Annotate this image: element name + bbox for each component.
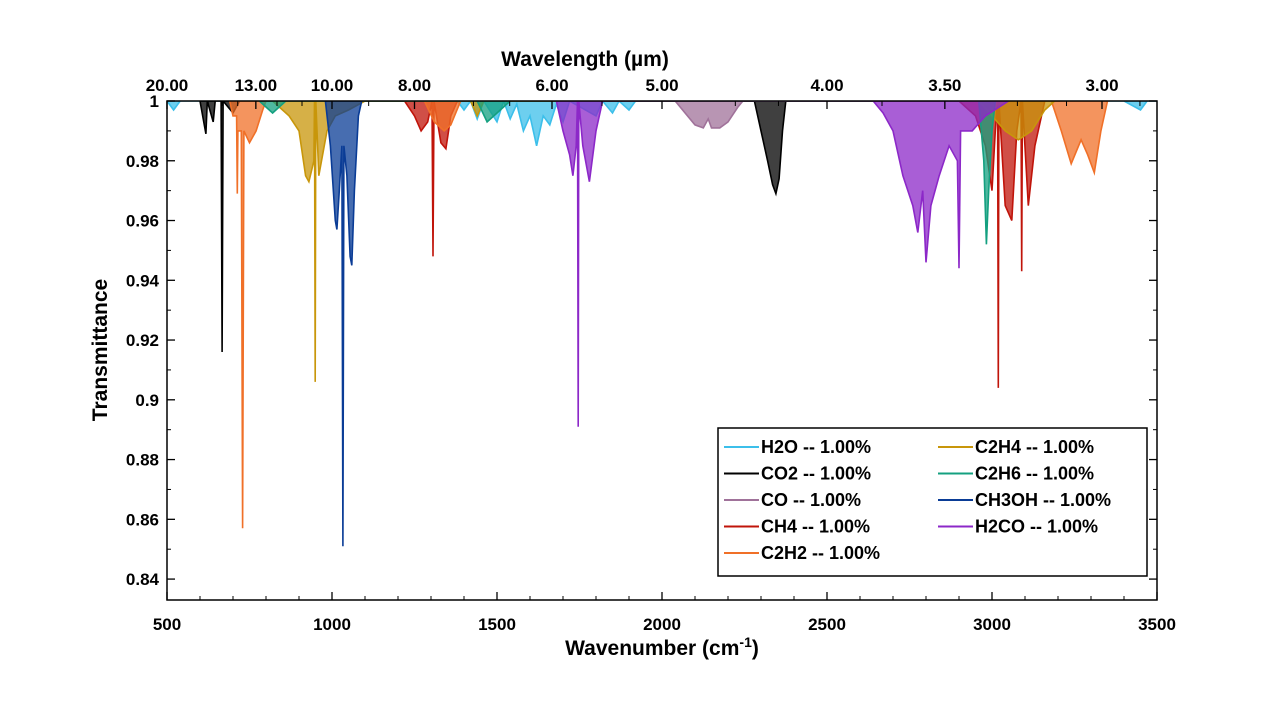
y-tick-label: 0.94 <box>126 271 160 290</box>
x-tick-label: 1000 <box>313 615 351 634</box>
top-tick-label: 3.00 <box>1085 76 1118 95</box>
series-0-spectrum <box>167 101 1157 146</box>
legend-label: CO2 -- 1.00% <box>761 464 871 484</box>
x-axis-title: Wavenumber (cm-1) <box>565 634 759 660</box>
series-1-spectrum <box>199 101 791 353</box>
y-tick-label: 0.88 <box>126 451 159 470</box>
series-4-spectrum <box>228 101 1109 529</box>
x-tick-label: 1500 <box>478 615 516 634</box>
legend-label: CH4 -- 1.00% <box>761 517 870 537</box>
legend-label: H2O -- 1.00% <box>761 437 871 457</box>
legend-label: C2H6 -- 1.00% <box>975 464 1094 484</box>
top-axis-title: Wavelength (µm) <box>501 48 669 71</box>
series-7-spectrum <box>324 101 363 547</box>
x-tick-label: 3500 <box>1138 615 1176 634</box>
legend-label: CH3OH -- 1.00% <box>975 490 1111 510</box>
y-tick-label: 0.84 <box>126 570 160 589</box>
y-axis-title: Transmittance <box>89 279 112 421</box>
top-tick-label: 4.00 <box>810 76 843 95</box>
top-tick-label: 20.00 <box>146 76 189 95</box>
x-tick-label: 500 <box>153 615 181 634</box>
y-tick-label: 0.92 <box>126 331 159 350</box>
y-tick-label: 0.9 <box>135 391 159 410</box>
y-tick-label: 1 <box>150 92 159 111</box>
legend-label: C2H4 -- 1.00% <box>975 437 1094 457</box>
series-2-spectrum <box>674 101 744 129</box>
series-6-spectrum <box>258 101 997 245</box>
top-tick-label: 6.00 <box>535 76 568 95</box>
top-tick-label: 8.00 <box>398 76 431 95</box>
legend-label: CO -- 1.00% <box>761 490 861 510</box>
series-8-spectrum <box>555 101 1010 427</box>
x-tick-label: 2000 <box>643 615 681 634</box>
top-tick-label: 5.00 <box>645 76 678 95</box>
legend-label: C2H2 -- 1.00% <box>761 543 880 563</box>
x-tick-label: 3000 <box>973 615 1011 634</box>
top-tick-label: 13.00 <box>235 76 278 95</box>
top-tick-label: 3.50 <box>928 76 961 95</box>
y-tick-label: 0.98 <box>126 152 159 171</box>
legend-box <box>717 427 1148 577</box>
y-tick-label: 0.86 <box>126 510 159 529</box>
top-tick-label: 10.00 <box>311 76 354 95</box>
y-tick-label: 0.96 <box>126 212 159 231</box>
legend-label: H2CO -- 1.00% <box>975 517 1098 537</box>
x-tick-label: 2500 <box>808 615 846 634</box>
